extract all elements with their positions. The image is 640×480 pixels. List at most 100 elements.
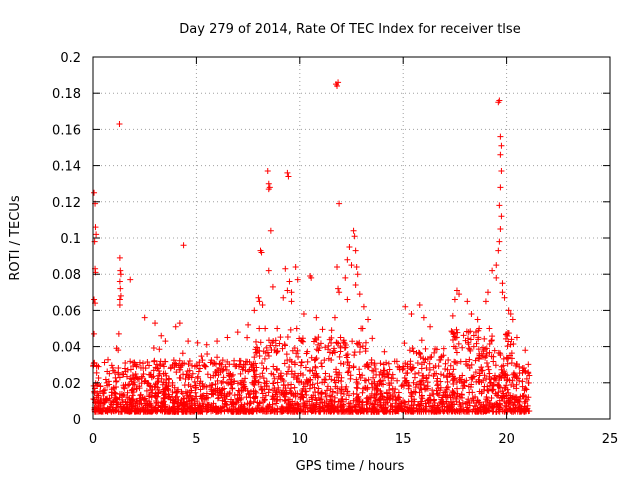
- data-point: [488, 337, 495, 344]
- data-point: [484, 387, 491, 394]
- data-point: [334, 82, 341, 89]
- data-point: [298, 358, 305, 365]
- data-point: [340, 391, 347, 397]
- data-point: [304, 358, 311, 365]
- data-point: [453, 287, 460, 294]
- data-point: [265, 267, 272, 274]
- data-point: [328, 405, 335, 412]
- data-point: [464, 404, 471, 411]
- data-point: [355, 395, 362, 402]
- data-point: [100, 390, 107, 397]
- data-point: [454, 390, 461, 397]
- data-point: [106, 395, 113, 402]
- data-point: [392, 408, 399, 415]
- data-point: [352, 247, 359, 254]
- data-point: [516, 377, 523, 384]
- data-point: [186, 367, 193, 374]
- data-point: [130, 359, 137, 366]
- data-point: [381, 394, 388, 401]
- data-point: [291, 384, 298, 391]
- data-point: [293, 407, 300, 414]
- data-point: [415, 381, 422, 388]
- data-point: [331, 394, 338, 401]
- data-point: [373, 371, 380, 378]
- data-point: [507, 311, 514, 318]
- data-point: [265, 389, 272, 396]
- data-point: [422, 405, 429, 412]
- data-point: [457, 403, 464, 410]
- data-point: [244, 334, 251, 341]
- data-point: [433, 346, 440, 353]
- data-point: [160, 363, 167, 370]
- data-point: [265, 180, 272, 187]
- data-point: [176, 320, 183, 327]
- data-point: [486, 325, 493, 332]
- data-point: [350, 363, 357, 370]
- data-point: [520, 393, 527, 400]
- data-point: [253, 371, 260, 378]
- data-point: [115, 371, 122, 378]
- data-point: [220, 403, 227, 410]
- data-point: [449, 394, 456, 401]
- data-point: [326, 336, 333, 343]
- data-point: [318, 363, 325, 370]
- data-point: [270, 380, 277, 387]
- data-point: [104, 408, 111, 415]
- data-point: [364, 408, 371, 415]
- data-point: [366, 394, 373, 401]
- data-point: [112, 374, 119, 381]
- data-point: [414, 360, 421, 367]
- data-point: [427, 323, 434, 330]
- data-point: [242, 375, 249, 382]
- data-point: [486, 382, 493, 389]
- data-point: [334, 385, 341, 392]
- data-point: [459, 344, 466, 351]
- data-point: [426, 403, 433, 410]
- data-point: [416, 301, 423, 308]
- data-point: [408, 389, 415, 396]
- data-point: [383, 389, 390, 396]
- data-point: [105, 356, 112, 363]
- data-point: [250, 398, 257, 405]
- data-point: [151, 357, 158, 364]
- data-point: [498, 394, 505, 401]
- data-point: [289, 347, 296, 354]
- data-point: [115, 365, 122, 372]
- data-point: [312, 356, 319, 363]
- data-point: [255, 347, 262, 354]
- data-point: [191, 363, 198, 370]
- data-point: [308, 274, 315, 281]
- data-point: [415, 349, 422, 356]
- data-point: [322, 376, 329, 383]
- data-point: [370, 406, 377, 413]
- data-point: [133, 363, 140, 370]
- data-point: [134, 375, 141, 382]
- data-point: [317, 396, 324, 403]
- data-point: [158, 375, 165, 382]
- data-point: [93, 382, 100, 389]
- data-point: [91, 388, 98, 395]
- data-point: [158, 399, 165, 406]
- data-point: [150, 407, 157, 414]
- data-point: [430, 364, 437, 371]
- data-point: [387, 403, 394, 410]
- data-point: [117, 285, 124, 292]
- data-point: [197, 386, 204, 393]
- data-point: [260, 365, 267, 372]
- data-point: [495, 247, 502, 254]
- data-point: [337, 334, 344, 341]
- data-point: [268, 346, 275, 353]
- data-point: [117, 267, 124, 274]
- y-tick-label: 0.18: [52, 87, 81, 102]
- data-point: [525, 361, 532, 368]
- data-point: [446, 370, 453, 377]
- data-point: [155, 377, 162, 384]
- data-point: [472, 357, 479, 364]
- data-point: [302, 364, 309, 371]
- data-point: [481, 372, 488, 379]
- data-point: [223, 366, 230, 373]
- data-point: [97, 397, 104, 404]
- data-point: [140, 360, 147, 367]
- data-point: [259, 301, 266, 308]
- data-point: [214, 354, 221, 361]
